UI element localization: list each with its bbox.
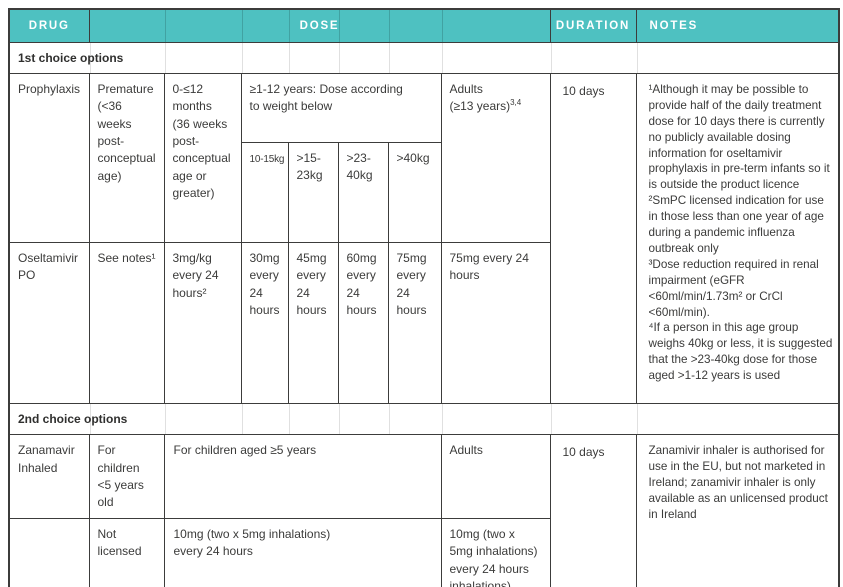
faint-divider — [242, 43, 243, 73]
cell-oseltamivir-dose-23-40: 60mg every 24 hours — [337, 241, 389, 404]
faint-divider — [338, 10, 340, 41]
note-4: ⁴If a person in this age group weighs 40… — [648, 321, 833, 383]
faint-divider — [289, 43, 290, 73]
note-1: ¹Although it may be possible to provide … — [648, 82, 830, 192]
cell-oseltamivir-dose-15-23: 45mg every 24 hours — [287, 241, 339, 404]
note-2: ²SmPC licensed indication for use in tho… — [648, 194, 824, 255]
zanamivir-note: Zanamivir inhaler is authorised for use … — [648, 444, 828, 521]
faint-divider — [441, 10, 443, 41]
cell-zanamavir-over5: For children aged ≥5 years — [163, 434, 442, 519]
section-header-second-choice: 2nd choice options — [8, 402, 840, 436]
faint-divider — [242, 404, 243, 434]
cell-zanamavir-drug: Zanamavir Inhaled — [8, 434, 90, 519]
cell-prophylaxis-drug: Prophylaxis — [8, 72, 90, 243]
cell-weight-23-40: >23- 40kg — [337, 141, 389, 243]
faint-divider — [289, 404, 290, 434]
faint-divider — [442, 43, 443, 73]
zanamavir-row: Zanamavir Inhaled For children <5 years … — [8, 434, 840, 587]
faint-divider — [339, 404, 340, 434]
cell-first-notes: ¹Although it may be possible to provide … — [635, 72, 840, 404]
cell-oseltamivir-premature-dose: See notes¹ — [88, 241, 165, 404]
faint-divider — [637, 404, 638, 434]
cell-weight-40plus: >40kg — [387, 141, 442, 243]
cell-weight-15-23: >15- 23kg — [287, 141, 339, 243]
cell-oseltamivir-months-dose: 3mg/kg every 24 hours² — [163, 241, 242, 404]
cell-zanamavir-not-licensed: Not licensed — [88, 517, 165, 587]
col-header-notes: NOTES — [635, 8, 840, 43]
prophylaxis-row: Prophylaxis Premature (<36 weeks post- c… — [8, 72, 840, 404]
zanamavir-dose-row: Not licensed 10mg (two x 5mg inhalations… — [8, 517, 839, 587]
cell-zanamavir-dose-adults: 10mg (two x 5mg inhalations) every 24 ho… — [440, 517, 551, 587]
section-header-first-choice: 1st choice options — [8, 41, 840, 74]
cell-oseltamivir-adults-dose: 75mg every 24 hours — [440, 241, 551, 404]
note-3: ³Dose reduction required in renal impair… — [648, 257, 819, 319]
faint-divider — [90, 404, 91, 434]
section-row-second: 2nd choice options — [8, 402, 840, 436]
col-header-dose: DOSE — [88, 8, 551, 43]
cell-second-duration: 10 days — [549, 434, 637, 587]
cell-empty — [8, 517, 90, 587]
section-row-first: 1st choice options — [8, 41, 840, 74]
faint-divider — [389, 404, 390, 434]
faint-divider — [288, 10, 290, 41]
weight-subheader-row: 10-15kg >15- 23kg >23- 40kg >40kg — [9, 141, 839, 243]
dosing-table: DRUG DOSE DURATION NOTES 1st choice opti… — [8, 8, 840, 587]
faint-divider — [241, 10, 243, 41]
faint-divider — [551, 404, 552, 434]
section-header-first-label: 1st choice options — [18, 50, 124, 65]
cell-prophylaxis-adults: Adults (≥13 years)3,4 — [440, 72, 551, 243]
cell-weight-band-header: ≥1-12 years: Dose according to weight be… — [240, 72, 442, 143]
col-header-drug: DRUG — [8, 8, 90, 43]
cell-oseltamivir-dose-40plus: 75mg every 24 hours — [387, 241, 442, 404]
adults-label: Adults (≥13 years) — [449, 81, 511, 114]
cell-prophylaxis-months: 0-≤12 months (36 weeks post- conceptual … — [163, 72, 242, 243]
col-header-duration: DURATION — [549, 8, 637, 43]
oseltamivir-row: Oseltamivir PO See notes¹ 3mg/kg every 2… — [8, 241, 839, 404]
faint-divider — [637, 43, 638, 73]
cell-prophylaxis-premature: Premature (<36 weeks post- conceptual ag… — [88, 72, 165, 243]
faint-divider — [442, 404, 443, 434]
header-row: DRUG DOSE DURATION NOTES — [8, 8, 840, 43]
cell-oseltamivir-drug: Oseltamivir PO — [8, 241, 90, 404]
cell-zanamavir-adults: Adults — [440, 434, 551, 519]
faint-divider — [164, 10, 166, 41]
weight-label-10-15kg: 10-15kg — [249, 153, 285, 165]
faint-divider — [388, 10, 390, 41]
faint-divider — [339, 43, 340, 73]
faint-divider — [165, 404, 166, 434]
cell-second-notes: Zanamivir inhaler is authorised for use … — [635, 434, 840, 587]
section-header-second-label: 2nd choice options — [18, 411, 128, 426]
col-header-dose-label: DOSE — [299, 19, 340, 32]
faint-divider — [165, 43, 166, 73]
cell-zanamavir-under5: For children <5 years old — [88, 434, 165, 519]
cell-zanamavir-dose-over5: 10mg (two x 5mg inhalations) every 24 ho… — [163, 517, 442, 587]
adults-footnote-marker: 3,4 — [510, 98, 522, 108]
faint-divider — [389, 43, 390, 73]
faint-divider — [90, 43, 91, 73]
cell-oseltamivir-dose-10-15: 30mg every 24 hours — [240, 241, 289, 404]
cell-first-duration: 10 days — [549, 72, 637, 404]
faint-divider — [551, 43, 552, 73]
cell-weight-10-15: 10-15kg — [240, 141, 289, 243]
